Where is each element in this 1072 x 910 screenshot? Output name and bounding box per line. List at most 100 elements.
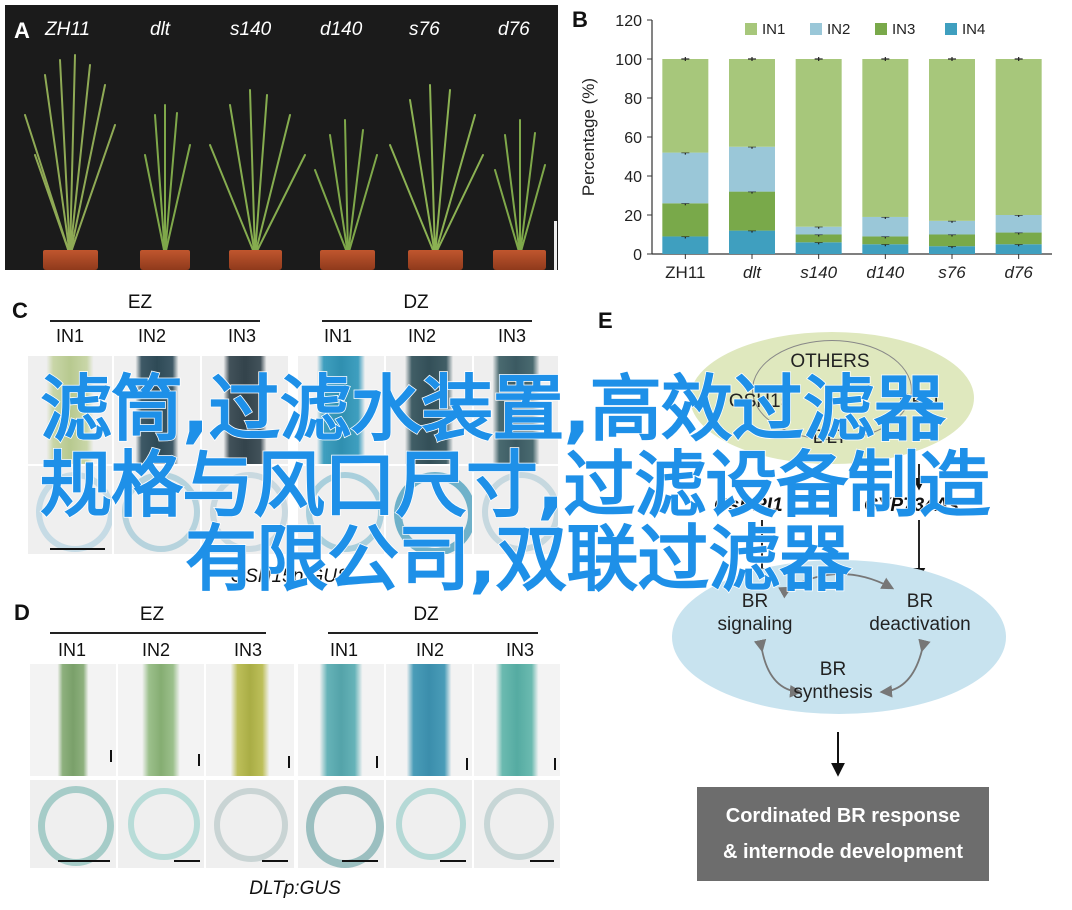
scale-bar (50, 548, 105, 550)
stem-image (298, 356, 384, 464)
label-dlt: DLT (812, 427, 848, 448)
bar-segment (662, 59, 709, 153)
bar-segment (795, 226, 842, 235)
cross-section-image (298, 466, 384, 554)
stem-image (474, 356, 558, 464)
column-label: IN1 (55, 326, 84, 346)
label-bri1: BRI1 (898, 391, 942, 412)
y-axis-label: Percentage (%) (579, 78, 598, 196)
column-label: IN3 (505, 640, 534, 660)
column-label: IN3 (233, 640, 262, 660)
plant-label-dlt: dlt (150, 19, 171, 40)
regulator-inner-ellipse (752, 340, 912, 440)
bar-segment (662, 236, 709, 254)
cross-section-image (298, 780, 384, 868)
column-label: IN3 (227, 326, 256, 346)
stem-image (386, 664, 472, 776)
stem-image (386, 356, 472, 464)
rice-plants-illustration (24, 54, 546, 256)
zone-divider (328, 632, 538, 634)
label-others: OTHERS (790, 351, 870, 372)
gene-cyp734as: CYP734As (864, 495, 960, 516)
zone-label-ez: EZ (127, 292, 153, 313)
cross-section-image (202, 466, 288, 554)
cross-section-image (206, 780, 294, 868)
plant-label-s140: s140 (230, 19, 272, 40)
stem-image (202, 356, 288, 464)
bar-segment (729, 146, 775, 192)
response-box: Cordinated BR response & internode devel… (697, 787, 989, 881)
cross-section-image (386, 466, 472, 554)
watermark-line-1: 滤筒,过滤水装置,高效过滤器 (39, 366, 946, 452)
zone-label-dz: DZ (413, 604, 439, 625)
bar-segment (729, 59, 775, 147)
bar-segment (995, 232, 1042, 245)
rice-plants-photo: ZH11 dlt s140 d140 s76 d76 (5, 5, 558, 270)
legend-swatch (810, 23, 822, 35)
column-label: IN2 (137, 326, 166, 346)
bar-segment (729, 191, 775, 231)
stem-image (114, 356, 200, 464)
column-label: IN1 (329, 640, 358, 660)
cross-section-image (386, 780, 472, 868)
br-deactivation-label: BR deactivation (869, 591, 971, 635)
gene-osbri1: OsBRI1 (714, 495, 783, 516)
column-label: IN3 (497, 326, 526, 346)
cross-section-image (114, 466, 200, 554)
column-label: IN2 (415, 640, 444, 660)
legend-swatch (945, 23, 957, 35)
legend-label: IN2 (827, 21, 850, 38)
bar-segment (929, 234, 975, 247)
plant-label-zh11: ZH11 (45, 19, 91, 40)
column-label: IN2 (141, 640, 170, 660)
plant-label-d140: d140 (320, 19, 363, 40)
panel-letter-e: E (598, 308, 613, 333)
pot (229, 250, 282, 270)
x-tick-label: dlt (743, 263, 762, 282)
caption-dltp-gus: DLTp:GUS (249, 878, 341, 899)
panel-letter-a: A (14, 18, 30, 43)
zone-divider (322, 320, 532, 322)
pot (320, 250, 375, 270)
panel-letter-d: D (14, 600, 30, 625)
x-tick-label: s76 (938, 263, 966, 282)
bar-segment (929, 59, 975, 221)
zone-divider (50, 632, 266, 634)
bar-segment (929, 246, 975, 254)
response-line-1: Cordinated BR response (725, 805, 961, 827)
cross-section-image (118, 780, 204, 868)
legend-label: IN4 (962, 21, 985, 38)
y-tick-label: 120 (615, 13, 642, 30)
panel-letter-b: B (572, 7, 588, 32)
br-signaling-label: BR signaling (717, 591, 793, 635)
caption-osh15p-gus: OSH15p:GUS (230, 566, 350, 587)
cross-section-image (474, 466, 558, 554)
stem-image (206, 664, 294, 776)
y-tick-label: 20 (624, 208, 642, 225)
legend-swatch (745, 23, 757, 35)
column-label: IN1 (57, 640, 86, 660)
cross-section-image (474, 780, 560, 868)
stem-image (118, 664, 204, 776)
y-tick-label: 80 (624, 91, 642, 108)
plant-label-d76: d76 (498, 19, 530, 40)
bar-segment (862, 216, 909, 237)
scale-bar (554, 221, 557, 270)
br-synthesis-label: BR synthesis (793, 659, 873, 703)
y-tick-label: 100 (615, 52, 642, 69)
bar-segment (995, 215, 1042, 233)
pot (408, 250, 463, 270)
legend-swatch (875, 23, 887, 35)
plant-label-s76: s76 (409, 19, 440, 40)
legend-label: IN1 (762, 21, 785, 38)
x-tick-label: ZH11 (665, 263, 705, 282)
label-osh15: OSH15 (728, 391, 792, 412)
x-tick-label: d76 (1004, 263, 1033, 282)
stem-image (30, 664, 116, 776)
watermark-line-3: 有限公司,双联过滤器 (184, 516, 852, 602)
bar-segment (795, 242, 842, 254)
bar-segment (662, 152, 709, 204)
stem-image (474, 664, 560, 776)
bar-segment (795, 234, 842, 243)
